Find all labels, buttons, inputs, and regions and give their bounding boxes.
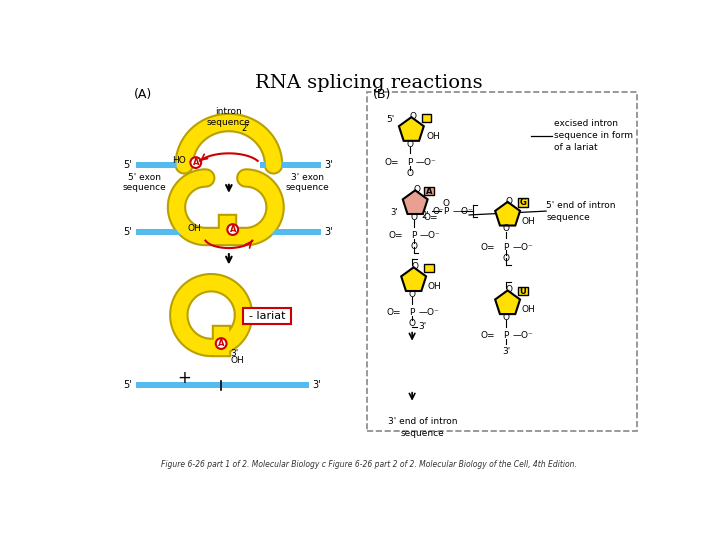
- Text: Figure 6-26 part 1 of 2. Molecular Biology c Figure 6-26 part 2 of 2. Molecular : Figure 6-26 part 1 of 2. Molecular Biolo…: [161, 460, 577, 469]
- FancyBboxPatch shape: [518, 198, 528, 207]
- Text: 3': 3': [502, 347, 510, 356]
- Text: O: O: [505, 197, 513, 206]
- Text: P: P: [503, 243, 509, 252]
- Text: 3': 3': [312, 380, 321, 390]
- Polygon shape: [495, 202, 520, 226]
- Text: P: P: [444, 207, 449, 215]
- Text: OH: OH: [187, 224, 201, 233]
- Text: —O⁻: —O⁻: [452, 207, 473, 215]
- Text: O⁻: O⁻: [432, 207, 444, 215]
- Text: O: O: [409, 319, 415, 328]
- Polygon shape: [401, 267, 426, 291]
- Text: O=: O=: [387, 308, 401, 317]
- Polygon shape: [402, 190, 428, 214]
- Text: O=: O=: [481, 332, 495, 340]
- FancyBboxPatch shape: [243, 308, 291, 323]
- Text: (A): (A): [134, 88, 153, 101]
- Text: —O⁻: —O⁻: [416, 158, 437, 167]
- Text: OH: OH: [521, 217, 535, 226]
- FancyBboxPatch shape: [422, 114, 431, 122]
- Text: O: O: [406, 140, 413, 149]
- Text: O: O: [503, 313, 510, 322]
- Text: A: A: [230, 225, 236, 234]
- Text: O: O: [413, 185, 420, 194]
- Text: O=: O=: [481, 243, 495, 252]
- Text: intron
sequence: intron sequence: [207, 107, 251, 127]
- Text: OH: OH: [230, 356, 244, 365]
- Text: O: O: [503, 224, 510, 233]
- Polygon shape: [495, 291, 520, 314]
- Text: O=: O=: [424, 213, 438, 222]
- FancyBboxPatch shape: [425, 264, 433, 272]
- Bar: [135, 229, 194, 235]
- Bar: [253, 229, 321, 235]
- Text: P: P: [407, 158, 413, 167]
- Text: A: A: [192, 158, 199, 167]
- Circle shape: [190, 157, 201, 168]
- Text: A: A: [218, 339, 225, 348]
- Text: 5' end of intron
sequence: 5' end of intron sequence: [546, 201, 616, 221]
- Text: 3' end of intron
sequence: 3' end of intron sequence: [388, 417, 458, 438]
- Text: O=: O=: [388, 231, 403, 240]
- Bar: [260, 162, 321, 168]
- Text: O: O: [412, 262, 419, 271]
- Text: HO: HO: [172, 156, 186, 165]
- Text: 3': 3': [230, 349, 238, 358]
- Text: OH: OH: [521, 305, 535, 314]
- Text: G: G: [520, 198, 526, 207]
- Bar: [135, 382, 309, 388]
- Circle shape: [228, 224, 238, 235]
- Text: —O⁻: —O⁻: [420, 231, 441, 240]
- FancyBboxPatch shape: [518, 287, 528, 295]
- Text: O: O: [410, 112, 416, 121]
- Text: 3': 3': [324, 227, 333, 237]
- Text: 5' exon
sequence: 5' exon sequence: [122, 173, 166, 192]
- Text: O: O: [409, 290, 415, 299]
- Text: P: P: [503, 332, 509, 340]
- Polygon shape: [399, 117, 424, 141]
- Text: A: A: [426, 187, 432, 195]
- Text: (B): (B): [373, 88, 391, 101]
- Text: 3': 3': [391, 208, 398, 217]
- Text: U: U: [520, 287, 526, 296]
- Text: O: O: [503, 254, 510, 262]
- Text: O: O: [443, 199, 449, 208]
- Text: OH: OH: [428, 282, 441, 291]
- Text: O: O: [410, 242, 417, 251]
- Text: 3': 3': [324, 160, 333, 170]
- Text: P: P: [410, 308, 415, 317]
- Text: 2': 2': [241, 124, 248, 133]
- Text: 2': 2': [421, 211, 429, 220]
- Text: O: O: [410, 213, 417, 222]
- Text: 3' exon
sequence: 3' exon sequence: [286, 173, 329, 192]
- Text: 5': 5': [123, 227, 132, 237]
- FancyBboxPatch shape: [425, 187, 433, 195]
- Text: excised intron
sequence in form
of a lariat: excised intron sequence in form of a lar…: [554, 119, 633, 152]
- Text: OH: OH: [427, 132, 441, 141]
- Text: O=: O=: [384, 158, 399, 167]
- Text: P: P: [411, 231, 416, 240]
- Text: O: O: [505, 285, 513, 294]
- Text: —O⁻: —O⁻: [512, 243, 533, 252]
- Text: —O⁻: —O⁻: [418, 308, 439, 317]
- Text: +: +: [177, 369, 191, 387]
- Text: —O⁻: —O⁻: [512, 332, 533, 340]
- Text: RNA splicing reactions: RNA splicing reactions: [255, 74, 483, 92]
- Text: O: O: [406, 169, 413, 178]
- Text: 5': 5': [123, 160, 132, 170]
- Text: 3': 3': [418, 322, 426, 331]
- Text: - lariat: - lariat: [249, 311, 286, 321]
- Circle shape: [216, 338, 227, 349]
- Text: 5': 5': [123, 380, 132, 390]
- Bar: [135, 162, 197, 168]
- Text: 5': 5': [386, 115, 395, 124]
